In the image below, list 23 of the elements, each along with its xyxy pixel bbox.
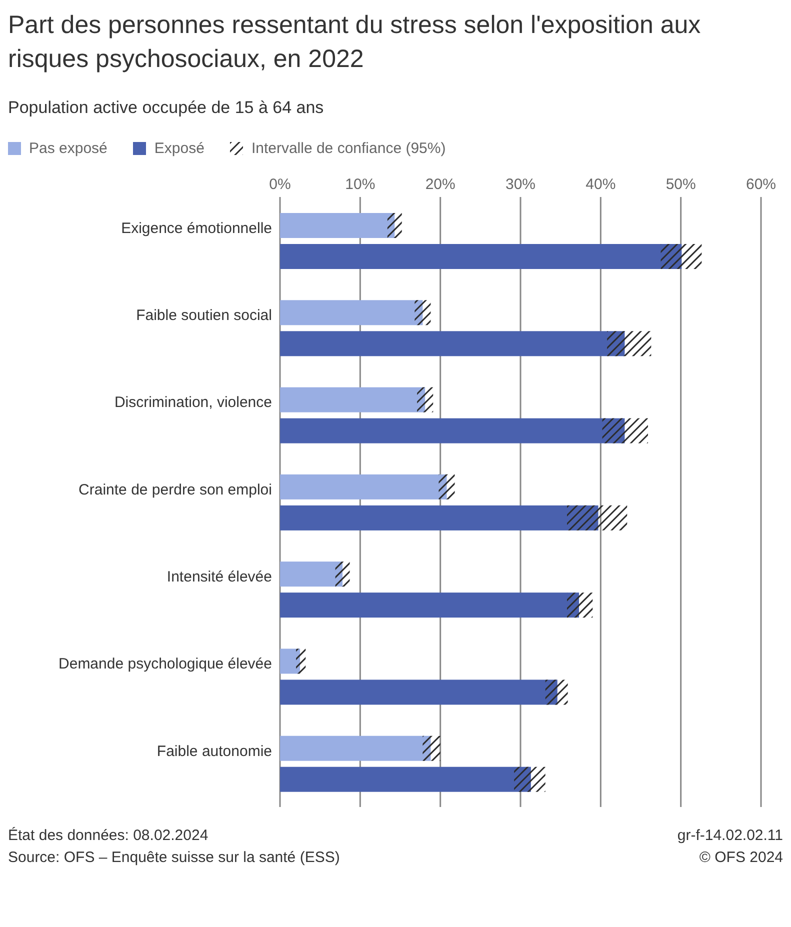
text: État des données: 08.02.2024 [8,826,210,846]
x-tick-label: 0% [269,176,291,193]
y-tick-label: Crainte de perdre son emploi [78,481,272,498]
y-tick-label: Faible autonomie [156,742,272,760]
x-tick-label: 30% [505,176,536,193]
x-tick-label: 40% [586,176,616,193]
y-tick-label: Intensité élevée [166,568,272,586]
text: gr-f-14.02.02.11 [677,826,783,846]
x-tick-label: 60% [746,176,776,193]
y-tick-label: Faible soutien social [136,307,272,324]
legend-label: Exposé [153,140,204,157]
y-tick-label: Discrimination, violence [114,394,272,412]
text: © OFS 2024 [698,848,783,868]
x-tick-label: 50% [666,176,696,193]
chart-subtitle: Population active occupée de 15 à 64 ans [8,98,325,118]
y-tick-label: Exigence émotionnelle [121,220,272,237]
legend-label: Pas exposé [28,140,108,157]
x-tick-label: 20% [425,176,456,193]
text: Intervalle de confiance (95%) [250,140,446,157]
y-tick-label: Demande psychologique élevée [58,656,272,673]
chart-title: Part des personnes ressentant du stress selon l'exposition aux risques psychosociaux, en 2022 [8,10,702,75]
x-tick-label: 10% [345,176,376,193]
source-note: Source: OFS – Enquête suisse sur la santé (ESS) [8,848,340,868]
